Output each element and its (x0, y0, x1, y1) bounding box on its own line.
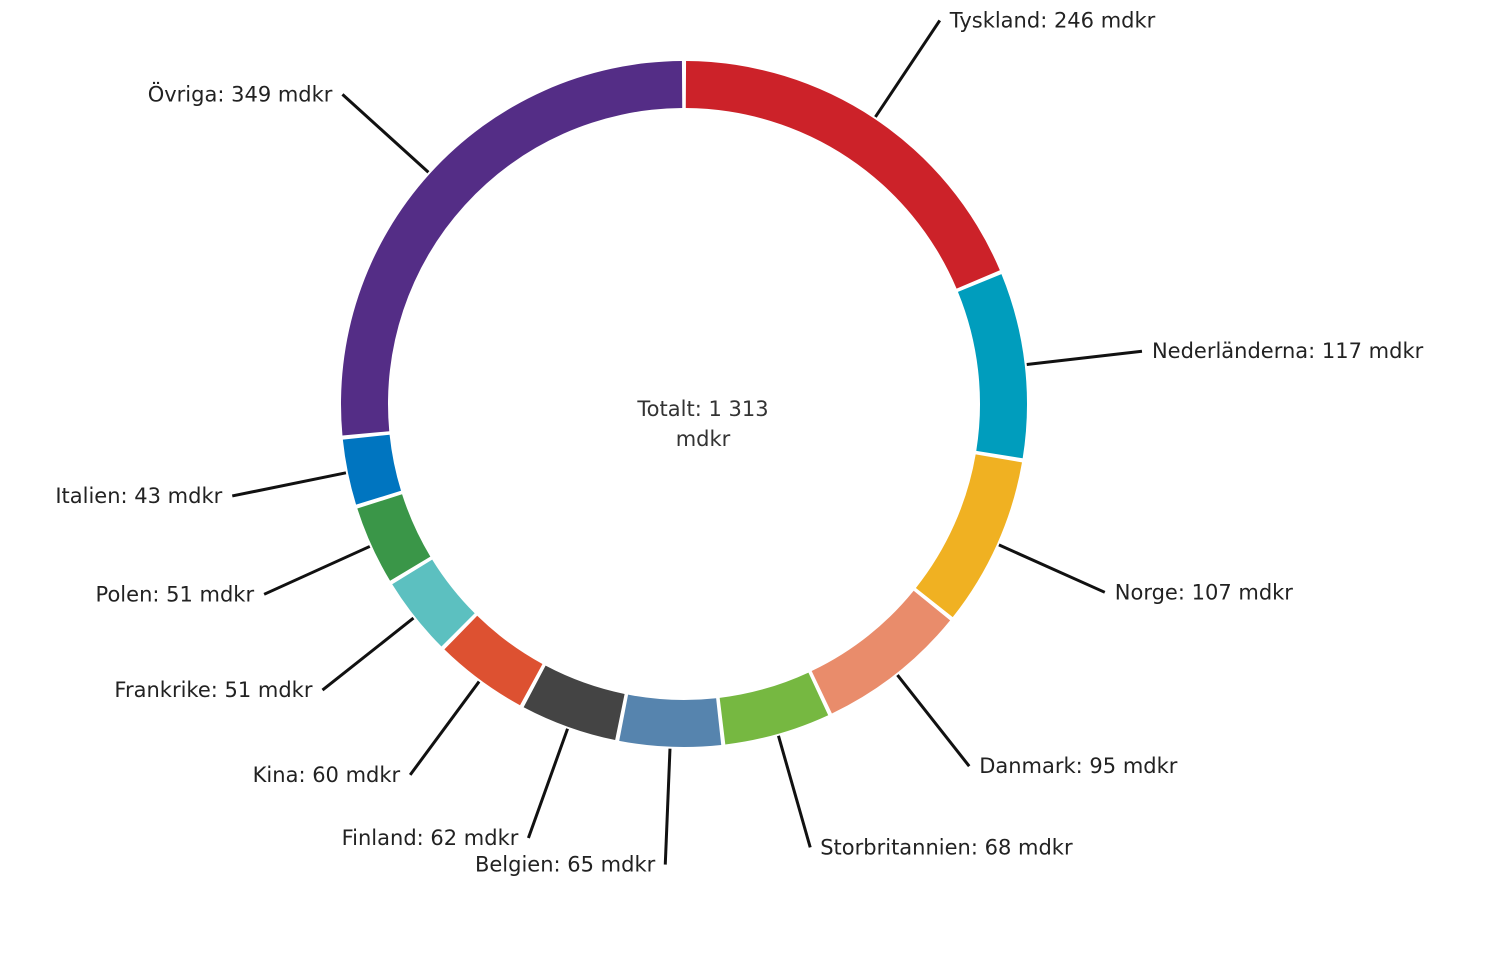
slice-label-nederlanderna: Nederländerna: 117 mdkr (1152, 339, 1424, 363)
leader-line-kina (408, 680, 481, 776)
slice-frankrike (392, 559, 475, 647)
leader-line-frankrike (321, 616, 415, 692)
slice-storbritannien (719, 672, 829, 745)
leader-line-italien (231, 471, 347, 498)
slice-label-ovriga: Övriga: 349 mdkr (148, 81, 333, 106)
slice-label-tyskland: Tyskland: 246 mdkr (949, 8, 1156, 32)
total-label-line2: mdkr (676, 427, 731, 451)
slice-norge (915, 454, 1022, 618)
slice-label-belgien: Belgien: 65 mdkr (475, 853, 656, 877)
leader-line-nederlanderna (1026, 349, 1143, 366)
leader-line-danmark (896, 674, 971, 768)
slice-label-frankrike: Frankrike: 51 mdkr (114, 678, 312, 702)
slice-polen (357, 494, 431, 581)
slice-label-group: Tyskland: 246 mdkr Nederländerna: 117 mdk… (55, 8, 1423, 876)
leader-line-belgien (663, 748, 672, 865)
slice-kina (444, 615, 543, 706)
slice-ovriga (341, 61, 683, 436)
leader-line-tyskland (874, 19, 942, 118)
slice-italien (342, 434, 402, 505)
leader-line-norge (998, 543, 1106, 594)
slice-group (341, 61, 1027, 747)
leader-line-finland (526, 728, 569, 839)
slice-nederlanderna (957, 274, 1027, 459)
slice-label-finland: Finland: 62 mdkr (342, 826, 519, 850)
slice-label-danmark: Danmark: 95 mdkr (979, 754, 1178, 778)
slice-tyskland (685, 61, 1000, 289)
slice-label-kina: Kina: 60 mdkr (253, 763, 401, 787)
slice-label-polen: Polen: 51 mdkr (96, 582, 255, 606)
slice-belgien (619, 694, 722, 747)
slice-label-norge: Norge: 107 mdkr (1115, 580, 1294, 604)
slice-finland (523, 665, 625, 741)
slice-label-storbritannien: Storbritannien: 68 mdkr (820, 835, 1073, 859)
slice-danmark (811, 590, 951, 714)
leader-line-group (231, 19, 1143, 865)
leader-line-polen (263, 545, 371, 596)
slice-label-italien: Italien: 43 mdkr (55, 484, 222, 508)
leader-line-ovriga (341, 93, 430, 174)
total-label-line1: Totalt: 1 313 (636, 397, 768, 421)
leader-line-storbritannien (777, 735, 812, 848)
